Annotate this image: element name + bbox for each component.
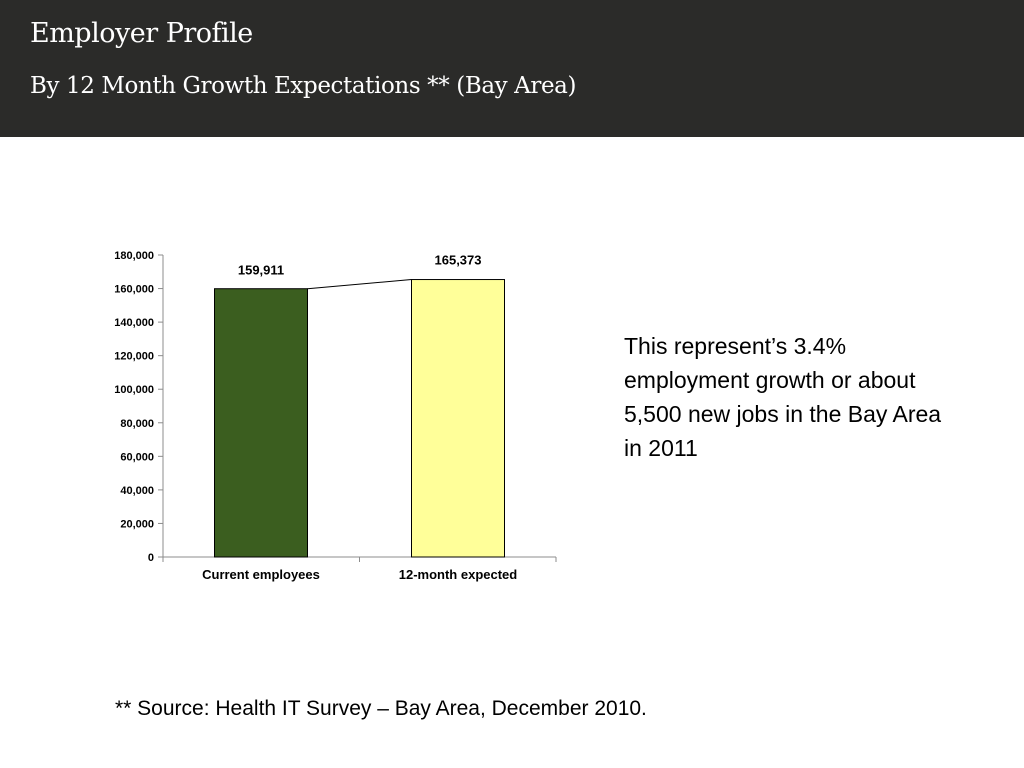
y-tick-label: 0	[148, 552, 154, 564]
y-tick-label: 140,000	[114, 317, 154, 329]
data-label: 159,911	[238, 263, 284, 278]
page-subtitle: By 12 Month Growth Expectations ** (Bay …	[30, 73, 577, 99]
bar	[214, 288, 308, 558]
y-tick-label: 60,000	[120, 451, 154, 463]
bar	[411, 279, 505, 558]
data-label: 165,373	[435, 253, 482, 268]
y-tick-label: 20,000	[120, 518, 154, 530]
y-tick-label: 180,000	[114, 250, 154, 262]
header-bar: Employer Profile By 12 Month Growth Expe…	[0, 0, 1024, 137]
connector-line	[307, 279, 412, 290]
source-footnote: ** Source: Health IT Survey – Bay Area, …	[115, 697, 647, 720]
y-tick-label: 120,000	[114, 351, 154, 363]
y-tick-label: 40,000	[120, 485, 154, 497]
y-tick-label: 80,000	[120, 418, 154, 430]
y-tick-label: 160,000	[114, 284, 154, 296]
y-tick-label: 100,000	[114, 384, 154, 396]
x-category-label: Current employees	[202, 567, 320, 582]
page-title: Employer Profile	[30, 18, 253, 49]
x-category-label: 12-month expected	[399, 567, 518, 582]
growth-note: This represent’s 3.4% employment growth …	[624, 333, 942, 461]
